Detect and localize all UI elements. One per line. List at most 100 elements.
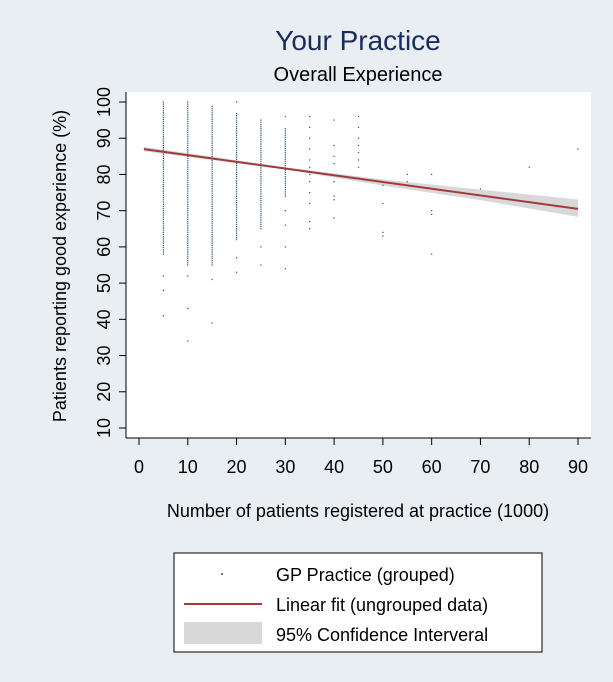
data-point <box>187 173 189 175</box>
data-point <box>235 204 238 206</box>
data-point <box>235 154 238 156</box>
x-axis-label: Number of patients registered at practic… <box>167 501 549 521</box>
data-point <box>309 115 311 118</box>
data-point <box>235 234 238 236</box>
data-point <box>260 123 262 126</box>
data-point <box>162 164 164 166</box>
data-point <box>162 183 164 186</box>
data-point <box>187 105 189 107</box>
data-point <box>235 112 238 115</box>
data-point <box>162 153 164 155</box>
data-point <box>260 128 262 130</box>
data-point <box>382 184 384 186</box>
y-tick-label: 40 <box>94 309 114 329</box>
data-point <box>211 164 213 166</box>
axes-layer: 0 10 20 30 40 50 60 70 80 90 10 20 30 40 50 60 70 80 90 100 <box>94 87 591 477</box>
data-point <box>187 197 189 199</box>
data-point <box>162 134 164 136</box>
data-point <box>357 152 360 154</box>
data-point <box>162 214 164 216</box>
data-point <box>284 210 286 212</box>
data-point <box>284 184 286 186</box>
data-point <box>309 220 311 223</box>
data-point <box>187 264 189 266</box>
data-point <box>235 208 238 210</box>
data-point <box>187 147 189 149</box>
data-point <box>162 125 164 127</box>
data-point <box>235 178 238 180</box>
data-point <box>260 134 262 136</box>
data-point <box>309 148 311 150</box>
data-point <box>333 199 335 201</box>
data-point <box>431 173 433 176</box>
data-point <box>284 193 286 195</box>
data-point <box>187 236 189 238</box>
data-point <box>162 315 164 317</box>
data-point <box>235 147 238 149</box>
data-point <box>235 152 238 154</box>
data-point <box>235 219 238 221</box>
data-point <box>187 260 189 262</box>
legend-band-marker <box>184 622 262 644</box>
data-point <box>211 118 213 120</box>
data-point <box>235 186 238 189</box>
y-tick-label: 60 <box>94 237 114 257</box>
data-point <box>235 115 238 117</box>
data-point <box>162 251 164 253</box>
data-point <box>211 203 213 205</box>
data-point <box>260 149 262 152</box>
data-point <box>309 181 311 183</box>
data-point <box>260 212 262 215</box>
data-point <box>187 162 189 164</box>
data-point <box>211 136 213 138</box>
data-point <box>187 199 189 201</box>
data-point <box>187 107 189 110</box>
data-point <box>211 262 213 264</box>
data-point <box>260 210 262 212</box>
data-point <box>187 155 189 157</box>
data-point <box>162 242 164 244</box>
data-point <box>260 152 262 154</box>
legend-label-points: GP Practice (grouped) <box>276 565 455 585</box>
data-point <box>162 131 164 134</box>
data-point <box>284 180 286 182</box>
data-point <box>211 194 213 197</box>
data-point <box>235 228 238 230</box>
data-point <box>235 121 238 123</box>
data-point <box>187 136 189 138</box>
data-point <box>235 191 238 193</box>
data-point <box>187 166 189 168</box>
data-point <box>406 173 408 176</box>
data-point <box>162 101 164 103</box>
data-point <box>162 192 164 194</box>
data-point <box>284 176 286 178</box>
data-point <box>162 181 164 184</box>
data-point <box>162 120 164 123</box>
x-tick-label: 10 <box>178 457 198 477</box>
data-point <box>211 220 213 223</box>
data-point <box>235 143 238 145</box>
x-tick-label: 40 <box>324 457 344 477</box>
data-point <box>211 190 213 192</box>
data-point <box>235 184 238 186</box>
data-point <box>211 140 213 142</box>
data-point <box>260 147 262 149</box>
data-point <box>260 121 262 123</box>
data-point <box>162 112 164 114</box>
data-point <box>235 202 238 204</box>
data-point <box>211 238 213 240</box>
data-point <box>162 203 164 205</box>
data-point <box>211 278 213 281</box>
data-point <box>309 166 311 168</box>
data-point <box>211 233 213 236</box>
data-point <box>187 307 189 310</box>
data-point <box>333 217 335 219</box>
data-point <box>187 138 189 140</box>
data-point <box>357 126 360 128</box>
data-point <box>284 141 286 143</box>
data-point <box>333 181 335 183</box>
data-point <box>260 180 262 182</box>
data-point <box>211 225 213 227</box>
data-point <box>211 112 213 114</box>
